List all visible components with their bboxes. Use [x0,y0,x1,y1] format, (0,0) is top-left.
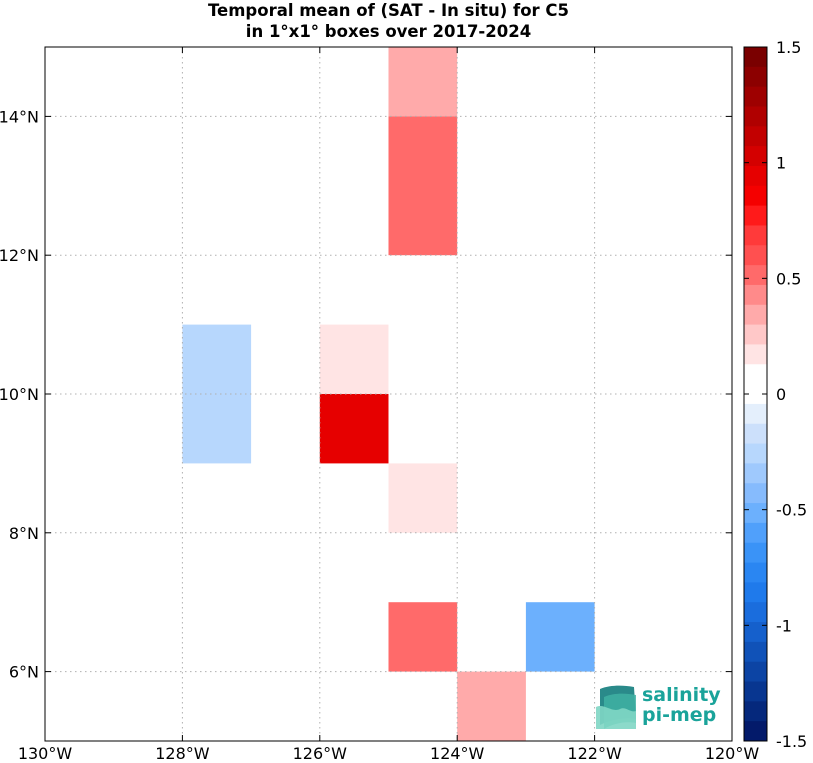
logo-text-pi-mep: pi-mep [642,704,717,726]
colorbar: 1.5 1 0.5 0 -0.5 -1 -1.5 [743,38,807,751]
colorbar-swatch [744,324,767,345]
colorbar-tick-label: -1.5 [776,732,807,751]
colorbar-swatch [744,562,767,583]
y-tick-label: 8°N [9,524,39,543]
x-tick-label: 122°W [567,744,622,763]
x-tick-label: 124°W [430,744,485,763]
colorbar-swatch [744,582,767,603]
salinity-pi-mep-logo: salinity pi-mep [596,683,726,733]
x-tick-label: 126°W [293,744,348,763]
y-tick-label: 14°N [0,107,39,126]
heatmap-cells [182,47,595,741]
y-axis-ticks: 6°N 8°N 10°N 12°N 14°N [0,107,732,682]
colorbar-tick-label: 1 [776,154,786,173]
colorbar-swatch [744,265,767,286]
colorbar-swatch [744,721,767,742]
wave-logo-icon [596,685,636,729]
colorbar-swatch [744,503,767,524]
heatmap-cell [182,324,252,464]
x-axis-ticks: 130°W 128°W 126°W 124°W 122°W 120°W [18,47,760,763]
colorbar-swatch [744,483,767,504]
colorbar-swatch [744,443,767,464]
colorbar-swatch [744,205,767,226]
colorbar-swatch [744,661,767,682]
colorbar-swatch [744,165,767,187]
colorbar-swatch [744,106,767,127]
colorbar-swatch [744,641,767,663]
chart-title: Temporal mean of (SAT - In situ) for C5 … [45,0,732,42]
colorbar-swatch [744,622,767,643]
y-tick-label: 12°N [0,246,39,265]
colorbar-swatch [744,146,767,167]
colorbar-swatch [744,185,767,207]
colorbar-swatch [744,86,767,107]
heatmap-cell [388,463,458,533]
colorbar-swatch [744,542,767,563]
colorbar-tick-label: 0 [776,385,786,404]
colorbar-swatch [744,681,767,702]
colorbar-tick-label: 0.5 [776,269,801,288]
colorbar-swatch [744,423,767,444]
logo-text-salinity: salinity [642,684,721,706]
y-tick-label: 10°N [0,385,39,404]
colorbar-swatch [744,225,767,246]
heatmap-cell [457,671,526,741]
colorbar-swatch [744,701,767,722]
colorbar-swatch [744,304,767,325]
colorbar-tick-label: 1.5 [776,38,801,57]
title-line-1: Temporal mean of (SAT - In situ) for C5 [207,1,570,20]
colorbar-swatch [744,463,767,484]
x-tick-label: 130°W [18,744,73,763]
colorbar-swatch [744,384,767,405]
colorbar-swatch [744,364,767,385]
gridlines [45,47,732,741]
colorbar-swatch [744,245,767,266]
heatmap-cell [388,116,458,256]
heatmap-cell [319,394,389,464]
colorbar-swatch [744,403,767,425]
heatmap-cell [525,602,595,672]
colorbar-tick-label: -0.5 [776,501,807,520]
title-line-2: in 1°x1° boxes over 2017-2024 [245,22,532,41]
colorbar-swatch [744,602,767,623]
x-tick-label: 128°W [155,744,210,763]
heatmap-cell [319,324,389,394]
colorbar-swatch [744,126,767,147]
heatmap-cell [388,602,458,672]
colorbar-swatch [744,344,767,365]
colorbar-swatch [744,47,767,68]
colorbar-tick-label: -1 [776,616,792,635]
y-tick-label: 6°N [9,663,39,682]
x-tick-label: 120°W [705,744,760,763]
heatmap-cell [388,47,458,117]
colorbar-swatch [744,66,767,88]
colorbar-swatch [744,522,767,544]
colorbar-swatch [744,284,767,306]
